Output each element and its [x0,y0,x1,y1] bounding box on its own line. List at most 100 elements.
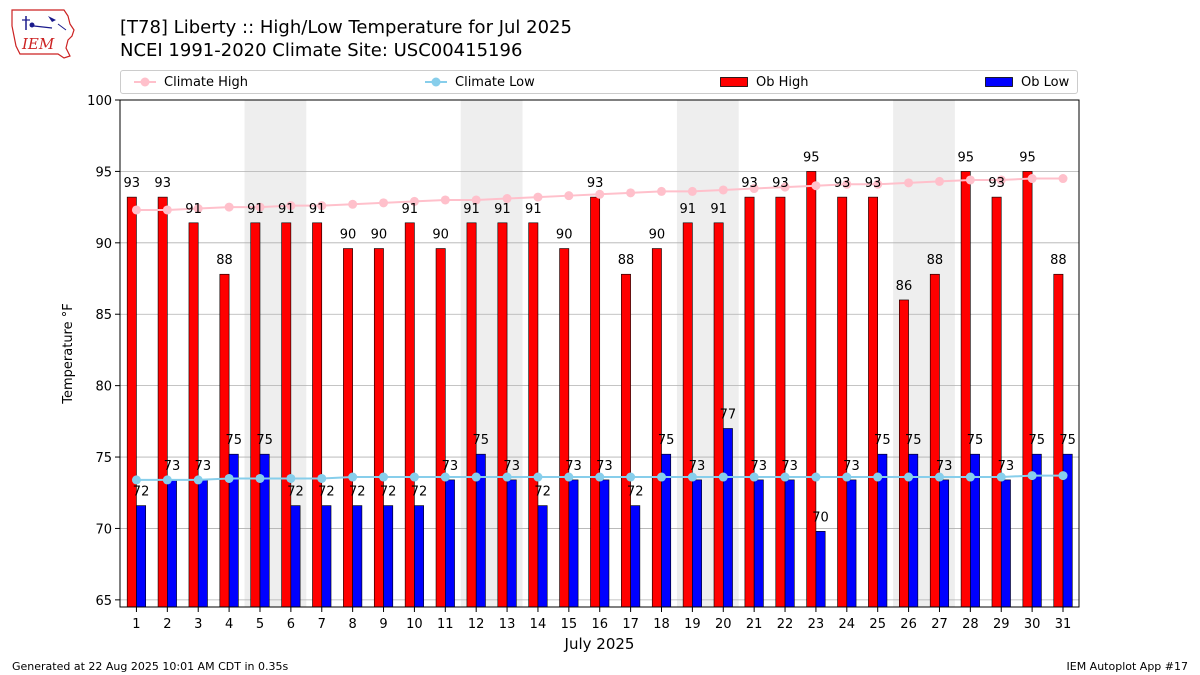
ob-low-label: 75 [905,433,922,448]
legend-item-ob-high: Ob High [720,71,809,93]
y-tick-label: 70 [95,522,112,537]
ob-low-bar [722,428,733,608]
climate-high-point [965,175,975,185]
ob-low-label: 72 [287,485,304,500]
y-tick-label: 65 [95,594,112,609]
ob-low-label: 75 [874,433,891,448]
climate-high-point [255,202,265,212]
climate-low-point [471,472,481,482]
x-tick-label: 10 [406,617,423,632]
ob-high-label: 95 [1019,150,1036,165]
climate-low-point [409,472,419,482]
ob-high-label: 88 [1050,253,1067,268]
x-tick-label: 25 [869,617,886,632]
ob-low-label: 72 [318,485,335,500]
ob-high-bar [250,222,261,608]
climate-low-point [1058,471,1068,481]
x-tick-label: 30 [1024,617,1041,632]
ob-high-bar [837,196,848,608]
ob-high-bar [281,222,292,608]
climate-high-point [131,205,141,215]
weekend-shade [244,100,307,607]
climate-low-point [564,472,574,482]
plot-frame [119,99,1080,608]
svg-text:IEM: IEM [21,35,55,53]
ob-high-label: 91 [494,202,511,217]
x-tick-label: 6 [287,617,295,632]
ob-high-label: 91 [679,202,696,217]
weekend-shade [676,100,739,607]
ob-high-bar [806,171,817,608]
climate-low-point [934,472,944,482]
ob-high-bar [713,222,724,608]
ob-high-bar [682,222,693,608]
climate-low-point [595,472,605,482]
x-tick-label: 31 [1055,617,1072,632]
ob-low-bar [970,453,980,608]
ob-high-bar [528,222,539,608]
ob-low-label: 75 [1059,433,1076,448]
ob-high-label: 91 [247,202,264,217]
climate-high-point [656,186,666,196]
ob-high-bar [435,248,446,608]
ob-low-bar [630,505,641,608]
climate-low-point [224,473,234,483]
ob-low-bar [568,479,579,608]
ob-low-bar [136,505,147,608]
y-tick-label: 95 [95,165,112,180]
ob-low-bar [475,453,486,608]
y-tick-label: 90 [95,237,112,252]
ob-high-label: 93 [741,176,758,191]
climate-low-point [842,472,852,482]
legend-label: Ob Low [1021,74,1070,90]
ob-high-label: 90 [371,228,388,243]
climate-low-point [1027,471,1037,481]
climate-high-point [379,198,389,208]
ob-high-label: 91 [185,202,202,217]
ob-high-bar [373,248,384,608]
ob-low-bar [228,453,239,608]
ob-low-label: 72 [627,485,644,500]
ob-high-label: 88 [216,253,233,268]
ob-low-bar [414,505,424,608]
climate-low-point [718,472,728,482]
climate-high-line [136,177,1064,211]
legend-line-marker-icon [134,77,156,87]
climate-low-point [780,472,790,482]
x-tick-label: 4 [225,617,233,632]
ob-low-label: 72 [380,485,397,500]
y-tick-label: 75 [95,451,112,466]
ob-low-bar [537,505,548,608]
x-tick-label: 14 [530,617,547,632]
climate-high-point [996,175,1006,185]
climate-high-point [286,201,296,211]
x-tick-label: 29 [993,617,1010,632]
climate-high-point [440,195,450,205]
ob-low-label: 75 [473,433,490,448]
climate-high-point [224,202,234,212]
ob-low-bar [383,505,394,608]
x-axis-label: July 2025 [564,635,635,653]
ob-high-label: 91 [463,202,480,217]
ob-high-label: 95 [957,150,974,165]
ob-high-label: 88 [618,253,635,268]
ob-high-bar [1053,273,1064,608]
x-tick-label: 19 [684,617,701,632]
climate-low-point [286,473,296,483]
ob-low-label: 73 [596,459,613,474]
ob-high-bar [960,171,971,608]
ob-high-label: 95 [803,150,820,165]
app-credit: IEM Autoplot App #17 [1066,660,1189,673]
ob-low-bar [661,453,672,608]
x-tick-label: 8 [349,617,357,632]
ob-high-bar [126,196,137,608]
ob-low-label: 73 [164,459,181,474]
ob-low-bar [1062,453,1073,608]
ob-low-bar [877,453,888,608]
climate-high-point [348,199,358,209]
ob-low-label: 77 [720,407,737,422]
ob-high-bar [497,222,508,608]
ob-low-label: 75 [658,433,675,448]
ob-low-bar [321,505,332,608]
ob-low-bar [352,505,363,608]
